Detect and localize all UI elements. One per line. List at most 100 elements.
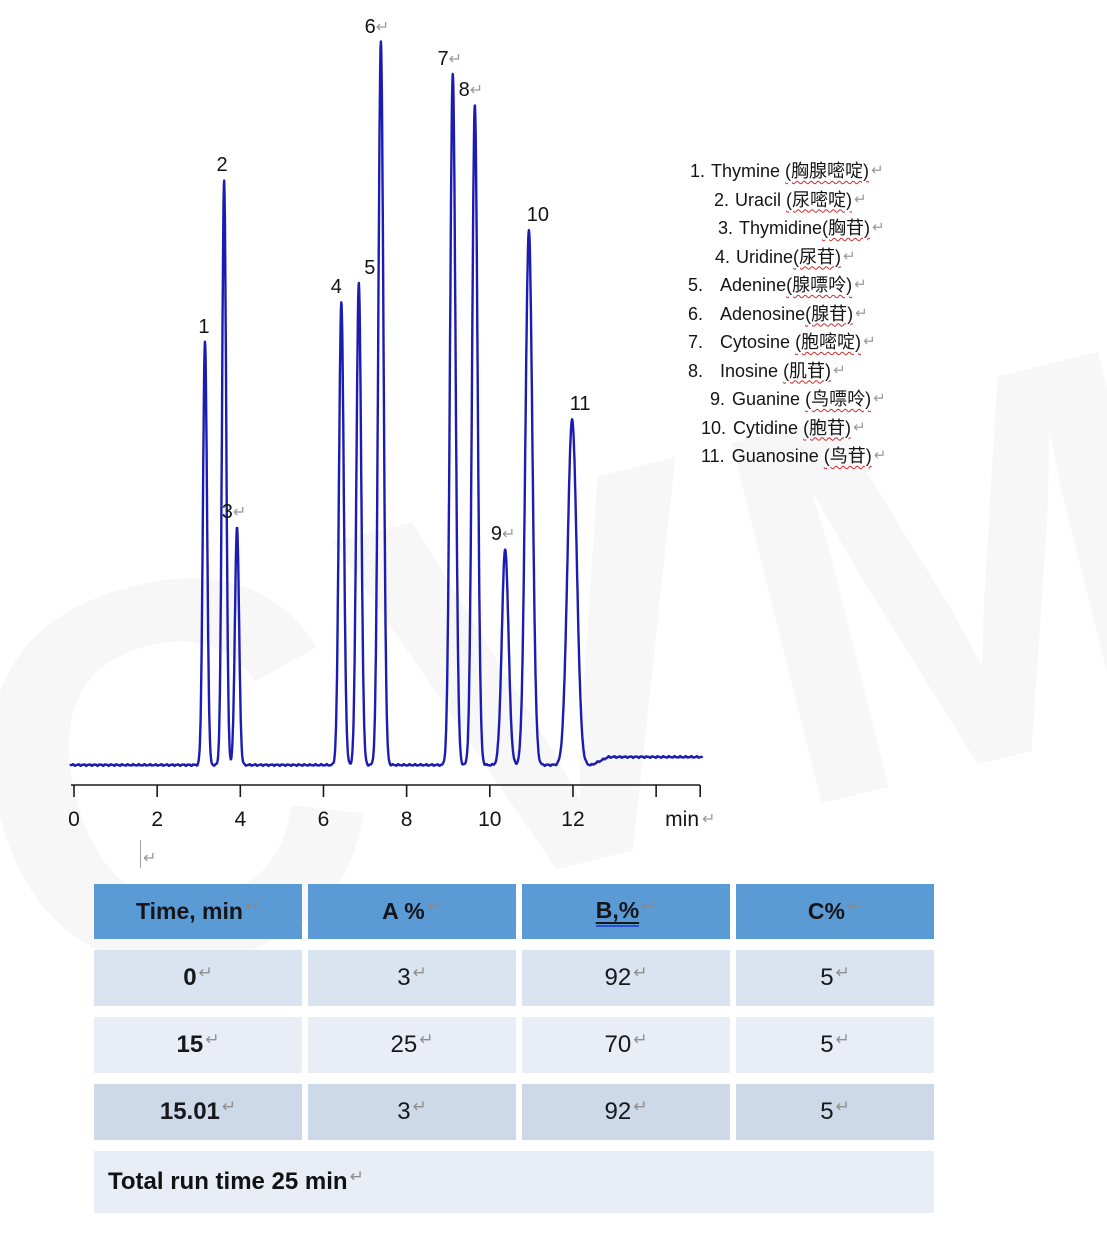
cell-value: 3 — [397, 964, 411, 991]
legend-item-name: Uridine — [736, 246, 794, 267]
legend-item-chinese: (尿苷) — [793, 246, 842, 267]
cell-value: 3 — [397, 1098, 411, 1125]
paragraph-return-icon: ↵ — [871, 162, 884, 179]
paragraph-return-icon: ↵ — [873, 447, 887, 464]
header-label: Time, min — [135, 898, 243, 924]
table-cell: 15 ↵ — [94, 1017, 302, 1073]
cell-value: 0 — [183, 964, 197, 991]
x-tick-label: 6 — [318, 808, 330, 831]
cell-value: 5 — [820, 1031, 834, 1058]
table-row: 15.01 ↵ 3 ↵ 92 ↵ 5 ↵ — [94, 1084, 934, 1140]
table-footer: Total run time 25 min ↵ — [94, 1151, 934, 1213]
paragraph-return-icon: ↵ — [244, 896, 261, 916]
legend-item-chinese: (鸟苷) — [823, 446, 872, 466]
paragraph-return-icon: ↵ — [633, 963, 648, 982]
table-cell: 5 ↵ — [736, 950, 934, 1006]
legend-item-number: 9. — [710, 389, 726, 409]
cell-value: 92 — [604, 964, 632, 991]
legend-item-name: Cytosine — [720, 332, 796, 352]
header-label: A % — [382, 898, 425, 924]
paragraph-return-icon: ↵ — [702, 811, 715, 828]
paragraph-return-icon: ↵ — [412, 1097, 427, 1116]
legend-item-name: Guanosine — [731, 446, 824, 466]
table-row: 15 ↵ 25 ↵ 70 ↵ 5 ↵ — [94, 1017, 934, 1073]
x-axis-unit-label: min — [665, 808, 699, 831]
paragraph-return-icon: ↵ — [835, 1097, 850, 1116]
paragraph-return-icon: ↵ — [855, 304, 868, 322]
x-tick-label: 4 — [234, 808, 246, 831]
legend-item: 5. Adenine (腺嘌呤) ↵ — [688, 271, 886, 300]
peak-label: 6↵ — [365, 16, 390, 38]
legend-item-chinese: (胞苷) — [803, 417, 852, 438]
legend-item: 10. Cytidine (胞苷) ↵ — [688, 414, 886, 443]
legend-item: 1. Thymine (胸腺嘧啶) ↵ — [688, 157, 886, 186]
legend-item: 4. Uridine (尿苷) ↵ — [688, 243, 886, 272]
legend-item-chinese: (腺嘌呤) — [786, 275, 853, 295]
peak-label: 8↵ — [459, 79, 484, 101]
footer-text: Total run time 25 min — [108, 1168, 348, 1195]
legend-item-number: 4. — [715, 246, 731, 267]
legend-item: 8. Inosine (肌苷) ↵ — [688, 357, 886, 386]
x-tick-label: 8 — [401, 808, 413, 831]
paragraph-return-icon: ↵ — [633, 1030, 648, 1049]
paragraph-return-icon: ↵ — [854, 190, 867, 208]
legend-item-name: Guanine — [732, 389, 806, 409]
paragraph-return-icon: ↵ — [419, 1030, 434, 1049]
table-cell: 5 ↵ — [736, 1017, 934, 1073]
legend-item-number: 8. — [688, 360, 704, 381]
table-header-cell: A % ↵ — [308, 884, 516, 939]
legend-item-number: 7. — [688, 332, 704, 352]
peak-label: 4 — [331, 276, 342, 298]
paragraph-return-icon: ↵ — [872, 219, 885, 236]
legend-item-chinese: (胞嘧啶) — [795, 332, 862, 352]
table-cell: 0 ↵ — [94, 950, 302, 1006]
table-row: 0 ↵ 3 ↵ 92 ↵ 5 ↵ — [94, 950, 934, 1006]
table-cell: 3 ↵ — [308, 950, 516, 1006]
legend-item-chinese: (肌苷) — [783, 360, 832, 381]
legend-item-name: Adenosine — [720, 303, 806, 324]
x-tick-label: 0 — [68, 808, 80, 831]
table-cell: 3 ↵ — [308, 1084, 516, 1140]
legend-item-number: 6. — [688, 303, 704, 324]
table-cell: 25 ↵ — [308, 1017, 516, 1073]
table-cell: 70 ↵ — [522, 1017, 730, 1073]
table-cell: 5 ↵ — [736, 1084, 934, 1140]
paragraph-return-icon: ↵ — [349, 1167, 364, 1186]
paragraph-return-icon: ↵ — [412, 963, 427, 982]
return-glyph: ↵ — [143, 850, 157, 867]
cell-value: 15 — [176, 1031, 204, 1058]
peak-label: 7↵ — [438, 48, 463, 70]
legend-item-name: Cytidine — [733, 417, 804, 438]
paragraph-return-icon: ↵ — [835, 1030, 850, 1049]
table-header-row: Time, min ↵ A % ↵ B,% ↵ C% ↵ — [94, 884, 934, 939]
paragraph-return-icon: ↵ — [426, 896, 442, 916]
legend-item-name: Adenine — [720, 275, 787, 295]
legend-item: 7. Cytosine (胞嘧啶) ↵ — [688, 328, 886, 357]
paragraph-return-icon: ↵ — [846, 896, 863, 916]
peak-label: 1 — [198, 316, 209, 338]
legend-item: 3. Thymidine (胸苷) ↵ — [688, 214, 886, 243]
cell-value: 92 — [604, 1098, 632, 1125]
table-header-cell: C% ↵ — [736, 884, 934, 939]
paragraph-return-icon: ↵ — [835, 963, 850, 982]
paragraph-return-icon: ↵ — [641, 896, 657, 916]
peak-legend: 1. Thymine (胸腺嘧啶) ↵ 2. Uracil (尿嘧啶) ↵ 3. Thymid… — [688, 157, 886, 471]
legend-item-number: 11. — [701, 446, 725, 466]
legend-item-name: Thymidine — [739, 218, 823, 238]
cell-value: 25 — [390, 1031, 418, 1058]
x-tick-label: 12 — [561, 808, 584, 831]
peak-trace — [69, 40, 704, 768]
legend-item-number: 10. — [701, 417, 727, 438]
cell-value: 70 — [604, 1031, 632, 1058]
table-cell: 92 ↵ — [522, 950, 730, 1006]
peak-label: 2 — [217, 154, 228, 176]
legend-item-name: Uracil — [735, 189, 787, 210]
cell-value: 5 — [820, 1098, 834, 1125]
legend-item-chinese: (尿嘧啶) — [786, 189, 853, 210]
peak-label: 9↵ — [491, 523, 516, 545]
paragraph-return-icon: ↵ — [854, 276, 867, 293]
legend-item-name: Inosine — [720, 360, 784, 381]
paragraph-return-icon: ↵ — [843, 247, 856, 265]
